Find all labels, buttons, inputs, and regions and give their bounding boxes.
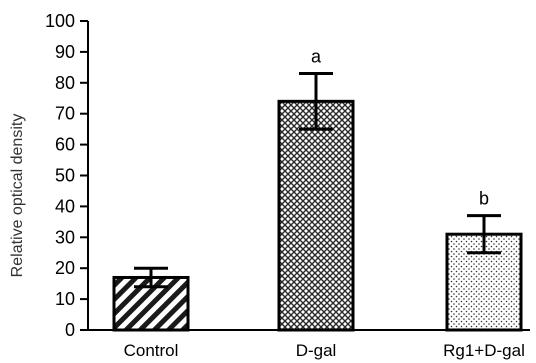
error-bars <box>134 72 501 289</box>
significance-annotations: ab <box>311 47 489 209</box>
bars <box>112 99 523 332</box>
y-tick-label: 10 <box>55 289 75 309</box>
significance-letter: b <box>479 189 489 209</box>
y-tick-label: 20 <box>55 258 75 278</box>
y-axis-title: Relative optical density <box>9 114 26 278</box>
y-tick-label: 50 <box>55 166 75 186</box>
y-tick-label: 0 <box>65 320 75 340</box>
x-axis: Control D-gal Rg1+D-gal <box>88 329 530 360</box>
category-label: Control <box>124 341 179 360</box>
y-tick-label: 70 <box>55 104 75 124</box>
y-tick-label: 40 <box>55 196 75 216</box>
y-tick-label: 60 <box>55 135 75 155</box>
y-tick-label: 80 <box>55 73 75 93</box>
bar <box>112 275 190 332</box>
y-tick-label: 30 <box>55 227 75 247</box>
category-label: Rg1+D-gal <box>443 341 525 360</box>
bar <box>277 99 355 332</box>
y-axis: 0 10 20 30 40 50 60 70 80 90 100 <box>45 11 89 340</box>
y-tick-label: 100 <box>45 11 75 31</box>
y-tick-label: 90 <box>55 42 75 62</box>
category-label: D-gal <box>296 341 337 360</box>
significance-letter: a <box>311 47 322 67</box>
